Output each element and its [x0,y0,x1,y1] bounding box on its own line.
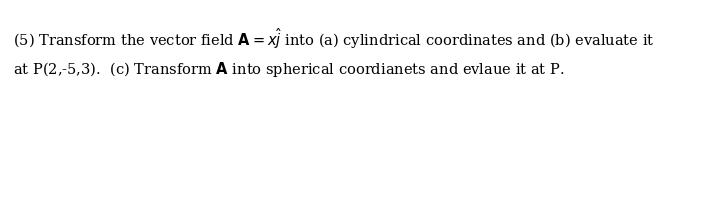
Text: at P(2,-5,3).  (c) Transform $\mathbf{A}$ into spherical coordianets and evlaue : at P(2,-5,3). (c) Transform $\mathbf{A}$… [13,60,564,79]
Text: (5) Transform the vector field $\mathbf{A} = x\hat{j}$ into (a) cylindrical coor: (5) Transform the vector field $\mathbf{… [13,26,654,51]
